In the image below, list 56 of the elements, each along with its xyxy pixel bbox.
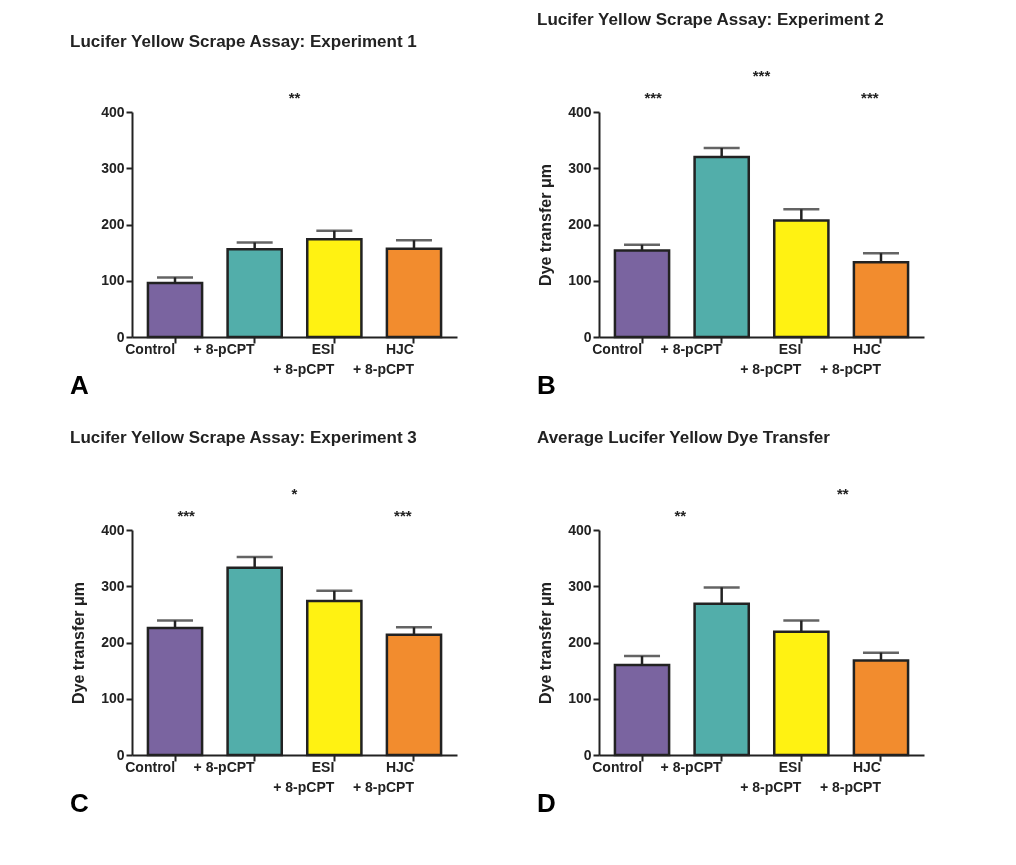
x-tick-label: + 8-pCPT: [660, 340, 723, 357]
y-tick-label: 400: [568, 521, 592, 538]
x-tick-label: HJC + 8-pCPT: [819, 340, 882, 377]
text: ***: [752, 67, 771, 84]
y-tick-label: 300: [568, 159, 592, 176]
chart-title: Lucifer Yellow Scrape Assay: Experiment 2: [537, 10, 884, 29]
x-tick-label: ESI + 8-pCPT: [273, 758, 335, 795]
y-tick-label: 0: [116, 328, 125, 345]
text: ***: [177, 507, 196, 524]
x-tick-label: HJC + 8-pCPT: [352, 758, 415, 795]
x-tick-label: + 8-pCPT: [193, 758, 256, 775]
x-tick-label: HJC + 8-pCPT: [819, 758, 882, 795]
y-tick-label: 200: [568, 216, 592, 232]
text: B: [537, 370, 556, 400]
text: **: [674, 507, 687, 524]
x-tick-label: Control: [125, 340, 176, 357]
x-tick-label: ESI + 8-pCPT: [740, 758, 802, 795]
y-axis-title: Dye transfer μm: [537, 582, 555, 704]
y-tick-label: 400: [568, 103, 592, 120]
text: C: [70, 788, 89, 818]
y-tick-label: 100: [568, 272, 592, 289]
y-tick-label: 0: [583, 746, 592, 763]
y-tick-label: 200: [101, 216, 125, 232]
text: ***: [861, 89, 879, 106]
y-tick-label: 400: [101, 521, 125, 538]
y-tick-label: 200: [568, 634, 592, 650]
chart-title: Average Lucifer Yellow Dye Transfer: [537, 428, 831, 447]
text: *: [291, 485, 298, 502]
x-tick-label: Control: [592, 758, 643, 775]
y-tick-label: 200: [101, 634, 125, 650]
text: D: [537, 788, 556, 818]
y-tick-label: 300: [101, 577, 125, 594]
text: ***: [644, 89, 663, 106]
x-tick-label: ESI + 8-pCPT: [273, 340, 335, 377]
y-tick-label: 300: [101, 159, 125, 176]
text: **: [288, 89, 301, 106]
x-tick-label: + 8-pCPT: [193, 340, 256, 357]
x-tick-label: ESI + 8-pCPT: [740, 340, 802, 377]
x-tick-label: HJC + 8-pCPT: [352, 340, 415, 377]
text: A: [70, 370, 89, 400]
text: **: [836, 485, 849, 502]
y-axis-title: Dye transfer μm: [70, 582, 88, 704]
chart-title: Lucifer Yellow Scrape Assay: Experiment 1: [70, 32, 417, 51]
text: ***: [394, 507, 412, 524]
x-tick-label: Control: [592, 340, 643, 357]
y-tick-label: 400: [101, 103, 125, 120]
y-tick-label: 300: [568, 577, 592, 594]
y-tick-label: 0: [583, 328, 592, 345]
y-tick-label: 100: [101, 272, 125, 289]
y-tick-label: 0: [116, 746, 125, 763]
y-tick-label: 100: [568, 690, 592, 707]
y-tick-label: 100: [101, 690, 125, 707]
x-tick-label: + 8-pCPT: [660, 758, 723, 775]
x-tick-label: Control: [125, 758, 176, 775]
chart-title: Lucifer Yellow Scrape Assay: Experiment 3: [70, 428, 417, 447]
y-axis-title: Dye transfer μm: [537, 164, 555, 286]
